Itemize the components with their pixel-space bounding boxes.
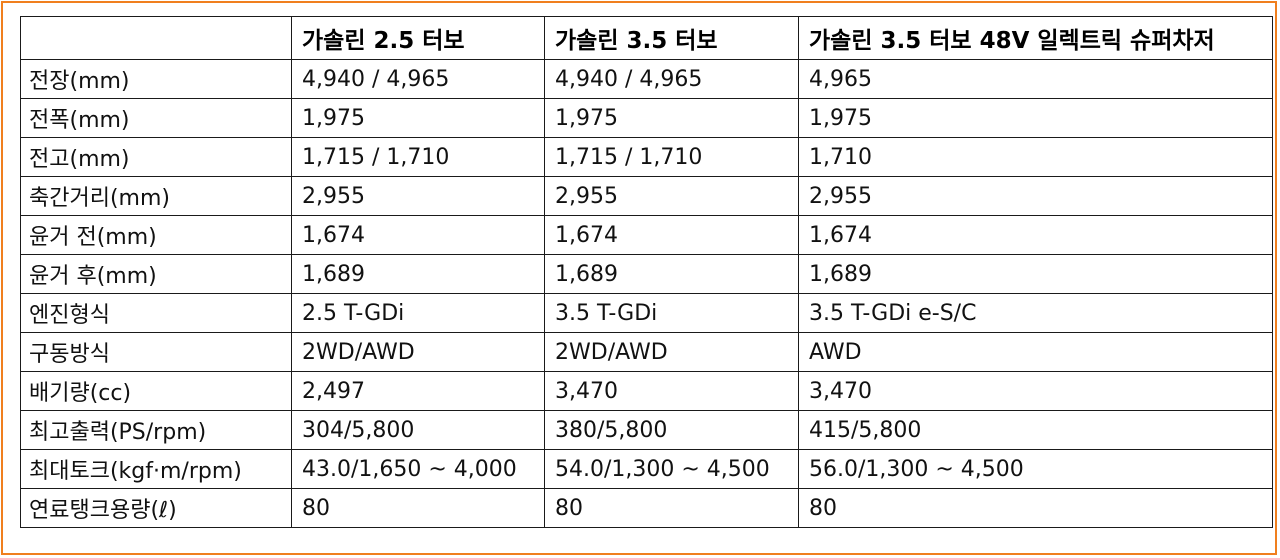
row-label: 연료탱크용량(ℓ)	[20, 488, 292, 528]
table-cell: 415/5,800	[798, 410, 1273, 450]
header-cell-35-turbo-48v: 가솔린 3.5 터보 48V 일렉트릭 슈퍼차저	[798, 16, 1273, 60]
table-cell: 1,715 / 1,710	[544, 137, 799, 177]
table-row: 구동방식 2WD/AWD 2WD/AWD AWD	[20, 332, 1273, 372]
table-cell: 3,470	[798, 371, 1273, 411]
table-cell: 2,955	[798, 176, 1273, 216]
table-cell: 1,689	[798, 254, 1273, 294]
table-cell: 304/5,800	[291, 410, 545, 450]
table-cell: 2WD/AWD	[544, 332, 799, 372]
table-cell: 1,975	[798, 98, 1273, 138]
table-cell: 1,710	[798, 137, 1273, 177]
table-row: 전폭(mm) 1,975 1,975 1,975	[20, 98, 1273, 138]
row-label: 최대토크(kgf·m/rpm)	[20, 449, 292, 489]
table-row: 윤거 후(mm) 1,689 1,689 1,689	[20, 254, 1273, 294]
row-label: 최고출력(PS/rpm)	[20, 410, 292, 450]
spec-table: 가솔린 2.5 터보 가솔린 3.5 터보 가솔린 3.5 터보 48V 일렉트…	[20, 16, 1273, 528]
table-cell: 1,674	[798, 215, 1273, 255]
header-row: 가솔린 2.5 터보 가솔린 3.5 터보 가솔린 3.5 터보 48V 일렉트…	[20, 16, 1273, 60]
table-cell: 4,965	[798, 59, 1273, 99]
table-cell: 1,975	[544, 98, 799, 138]
spec-table-body: 전장(mm) 4,940 / 4,965 4,940 / 4,965 4,965…	[20, 59, 1273, 528]
row-label: 구동방식	[20, 332, 292, 372]
table-cell: 1,689	[544, 254, 799, 294]
table-cell: 2,955	[291, 176, 545, 216]
table-cell: 4,940 / 4,965	[291, 59, 545, 99]
table-cell: 80	[544, 488, 799, 528]
row-label: 전장(mm)	[20, 59, 292, 99]
row-label: 배기량(cc)	[20, 371, 292, 411]
table-cell: 1,715 / 1,710	[291, 137, 545, 177]
table-row: 전장(mm) 4,940 / 4,965 4,940 / 4,965 4,965	[20, 59, 1273, 99]
table-cell: 2,955	[544, 176, 799, 216]
row-label: 축간거리(mm)	[20, 176, 292, 216]
row-label: 전고(mm)	[20, 137, 292, 177]
table-cell: 80	[798, 488, 1273, 528]
table-row: 최고출력(PS/rpm) 304/5,800 380/5,800 415/5,8…	[20, 410, 1273, 450]
table-row: 연료탱크용량(ℓ) 80 80 80	[20, 488, 1273, 528]
table-row: 배기량(cc) 2,497 3,470 3,470	[20, 371, 1273, 411]
row-label: 윤거 전(mm)	[20, 215, 292, 255]
table-row: 윤거 전(mm) 1,674 1,674 1,674	[20, 215, 1273, 255]
table-cell: 56.0/1,300 ~ 4,500	[798, 449, 1273, 489]
table-cell: 3.5 T-GDi e-S/C	[798, 293, 1273, 333]
table-cell: 2,497	[291, 371, 545, 411]
table-cell: 3.5 T-GDi	[544, 293, 799, 333]
table-cell: 1,689	[291, 254, 545, 294]
header-cell-35-turbo: 가솔린 3.5 터보	[544, 16, 799, 60]
table-row: 엔진형식 2.5 T-GDi 3.5 T-GDi 3.5 T-GDi e-S/C	[20, 293, 1273, 333]
table-row: 최대토크(kgf·m/rpm) 43.0/1,650 ~ 4,000 54.0/…	[20, 449, 1273, 489]
table-cell: 80	[291, 488, 545, 528]
row-label: 엔진형식	[20, 293, 292, 333]
header-cell-25-turbo: 가솔린 2.5 터보	[291, 16, 545, 60]
table-cell: 2WD/AWD	[291, 332, 545, 372]
table-row: 축간거리(mm) 2,955 2,955 2,955	[20, 176, 1273, 216]
table-cell: 380/5,800	[544, 410, 799, 450]
row-label: 전폭(mm)	[20, 98, 292, 138]
table-cell: 2.5 T-GDi	[291, 293, 545, 333]
table-cell: 3,470	[544, 371, 799, 411]
table-cell: 54.0/1,300 ~ 4,500	[544, 449, 799, 489]
spec-table-header: 가솔린 2.5 터보 가솔린 3.5 터보 가솔린 3.5 터보 48V 일렉트…	[20, 16, 1273, 60]
table-cell: 4,940 / 4,965	[544, 59, 799, 99]
table-cell: 1,674	[544, 215, 799, 255]
table-row: 전고(mm) 1,715 / 1,710 1,715 / 1,710 1,710	[20, 137, 1273, 177]
table-cell: 1,674	[291, 215, 545, 255]
header-cell-empty	[20, 16, 292, 60]
row-label: 윤거 후(mm)	[20, 254, 292, 294]
table-cell: AWD	[798, 332, 1273, 372]
table-cell: 1,975	[291, 98, 545, 138]
table-cell: 43.0/1,650 ~ 4,000	[291, 449, 545, 489]
